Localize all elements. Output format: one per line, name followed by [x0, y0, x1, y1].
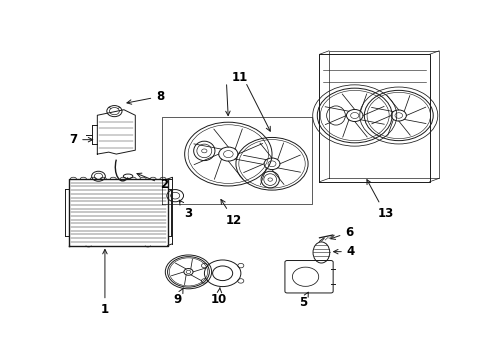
Text: 10: 10 — [211, 288, 227, 306]
Text: 8: 8 — [127, 90, 165, 104]
Text: 9: 9 — [173, 288, 183, 306]
Text: 2: 2 — [137, 173, 168, 191]
Text: 5: 5 — [298, 292, 308, 309]
Text: 13: 13 — [367, 180, 393, 220]
Text: 3: 3 — [179, 200, 193, 220]
Text: 7: 7 — [69, 133, 93, 146]
Text: 6: 6 — [331, 226, 354, 239]
Text: 4: 4 — [334, 245, 355, 258]
Text: 1: 1 — [101, 249, 109, 316]
Text: 12: 12 — [221, 199, 242, 226]
Text: 11: 11 — [232, 71, 248, 84]
